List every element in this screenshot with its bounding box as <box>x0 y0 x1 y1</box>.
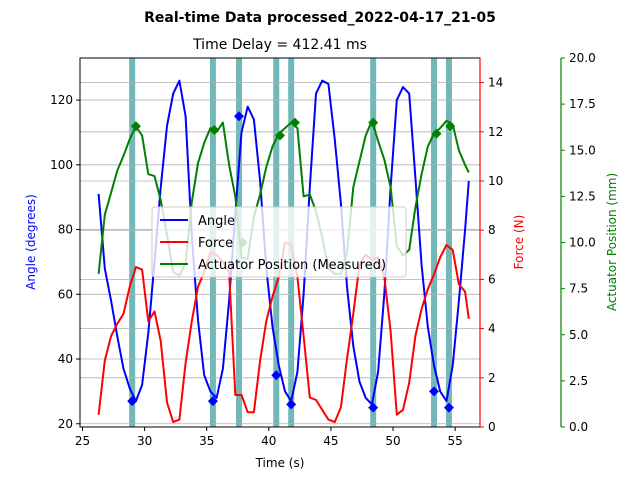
angle-tick-label-3: 80 <box>58 223 73 237</box>
force-tick-label-4: 8 <box>488 223 496 237</box>
y-axis-angle-label: Angle (degrees) <box>24 194 38 290</box>
marker-left-1 <box>207 396 218 407</box>
legend-label-0: Angle <box>198 214 235 229</box>
marker-left-6 <box>429 386 440 397</box>
marker-right2-11 <box>275 130 285 141</box>
band-6 <box>431 58 438 427</box>
marker-right2-13 <box>368 117 379 128</box>
angle-tick-label-2: 60 <box>58 287 73 301</box>
x-tick-label-1: 30 <box>137 434 152 448</box>
marker-left-4 <box>286 399 297 410</box>
x-tick-label-4: 45 <box>323 434 338 448</box>
angle-tick-label-1: 40 <box>58 352 73 366</box>
angle-tick-label-0: 20 <box>58 417 73 431</box>
chart-subtitle: Time Delay = 412.41 ms <box>192 37 367 53</box>
actuator-tick-label-0: 0.0 <box>569 420 588 434</box>
x-axis-label: Time (s) <box>255 456 305 470</box>
band-7 <box>445 58 452 427</box>
force-tick-label-7: 14 <box>488 76 503 90</box>
marker-right2-9 <box>209 124 220 135</box>
legend-box <box>151 206 407 278</box>
y-axis-actuator-label: Actuator Position (mm) <box>605 173 619 311</box>
marker-right2-8 <box>130 121 141 132</box>
actuator-tick-label-5: 12.5 <box>569 189 596 203</box>
marker-left-0 <box>127 396 138 407</box>
actuator-tick-label-1: 2.5 <box>569 374 588 388</box>
marker-left-2 <box>234 111 245 122</box>
band-0 <box>129 58 136 427</box>
actuator-tick-label-2: 5.0 <box>569 328 588 342</box>
y-axis-angle: 20 40 60 80 100 120 <box>50 93 80 431</box>
y-axis-force: 0 2 4 6 8 10 12 14 <box>479 58 503 434</box>
actuator-tick-label-4: 10.0 <box>569 236 596 250</box>
series-line-left <box>97 79 470 406</box>
marker-right2-12 <box>289 117 300 128</box>
marker-right2-15 <box>445 121 456 132</box>
actuator-tick-label-6: 15.0 <box>569 143 596 157</box>
marker-left-5 <box>368 402 379 413</box>
x-tick-label-5: 50 <box>385 434 400 448</box>
y-axis-force-label: Force (N) <box>512 215 526 270</box>
force-tick-label-0: 0 <box>488 420 496 434</box>
legend-label-1: Force <box>198 236 233 251</box>
x-tick-label-6: 55 <box>448 434 463 448</box>
legend: Angle Force Actuator Position (Measured) <box>151 206 407 278</box>
x-axis: 25 30 35 40 45 50 55 <box>75 427 463 448</box>
marker-left-7 <box>443 402 454 413</box>
actuator-tick-label-7: 17.5 <box>569 97 596 111</box>
grid-lines <box>80 82 480 428</box>
force-tick-label-1: 2 <box>488 371 496 385</box>
angle-tick-label-4: 100 <box>50 158 73 172</box>
force-tick-label-2: 4 <box>488 322 496 336</box>
y-axis-actuator: 0.0 2.5 5.0 7.5 10.0 12.5 15.0 17.5 20.0 <box>560 51 596 434</box>
actuator-tick-label-3: 7.5 <box>569 282 588 296</box>
x-tick-label-3: 40 <box>261 434 276 448</box>
chart-title: Real-time Data processed_2022-04-17_21-0… <box>144 10 496 26</box>
x-tick-label-2: 35 <box>199 434 214 448</box>
force-tick-label-3: 6 <box>488 272 496 286</box>
force-tick-label-5: 10 <box>488 174 503 188</box>
marker-left-3 <box>271 370 282 381</box>
marker-right2-14 <box>431 128 442 139</box>
x-tick-label-0: 25 <box>75 434 90 448</box>
force-tick-label-6: 12 <box>488 125 503 139</box>
angle-tick-label-5: 120 <box>50 93 73 107</box>
legend-label-2: Actuator Position (Measured) <box>198 258 386 273</box>
actuator-tick-label-8: 20.0 <box>569 51 596 65</box>
series-line-right2 <box>97 119 470 277</box>
